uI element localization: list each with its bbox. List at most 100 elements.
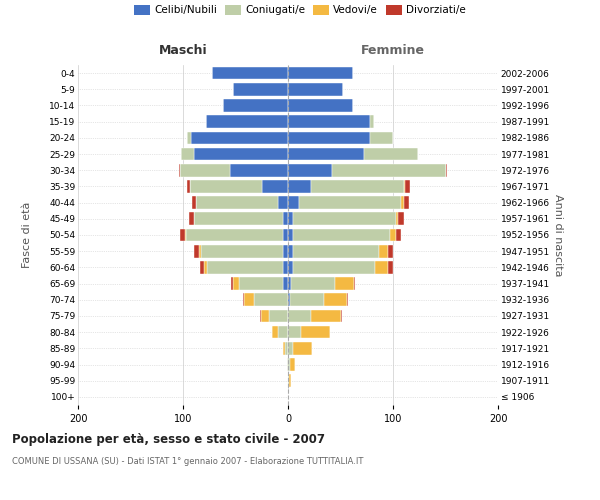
Bar [196, 196, 277, 209]
Bar [288, 294, 290, 306]
Bar [187, 180, 190, 192]
Bar [283, 342, 285, 354]
Bar [232, 278, 233, 290]
Bar [186, 228, 283, 241]
Bar [204, 261, 207, 274]
Bar [288, 116, 370, 128]
Bar [185, 228, 186, 241]
Bar [288, 212, 293, 225]
Text: Anni di nascita: Anni di nascita [553, 194, 563, 276]
Bar [388, 261, 393, 274]
Bar [293, 261, 375, 274]
Bar [332, 164, 446, 176]
Text: Maschi: Maschi [158, 44, 208, 58]
Bar [390, 228, 396, 241]
Bar [277, 326, 288, 338]
Bar [277, 196, 288, 209]
Bar [230, 164, 288, 176]
Text: Femmine: Femmine [361, 44, 425, 58]
Legend: Celibi/Nubili, Coniugati/e, Vedovi/e, Divorziati/e: Celibi/Nubili, Coniugati/e, Vedovi/e, Di… [134, 5, 466, 15]
Bar [243, 294, 244, 306]
Bar [354, 278, 355, 290]
Bar [288, 342, 293, 354]
Bar [347, 294, 348, 306]
Bar [293, 342, 312, 354]
Text: Popolazione per età, sesso e stato civile - 2007: Popolazione per età, sesso e stato civil… [12, 432, 325, 446]
Bar [288, 164, 332, 176]
Bar [187, 132, 191, 144]
Bar [288, 261, 293, 274]
Bar [288, 326, 301, 338]
Bar [401, 196, 404, 209]
Bar [254, 294, 288, 306]
Bar [288, 83, 343, 96]
Bar [283, 245, 288, 258]
Bar [180, 228, 185, 241]
Bar [283, 212, 288, 225]
Bar [233, 83, 288, 96]
Bar [233, 278, 239, 290]
Bar [288, 245, 293, 258]
Bar [261, 310, 269, 322]
Bar [288, 358, 290, 371]
Bar [201, 245, 283, 258]
Bar [288, 310, 311, 322]
Bar [301, 326, 330, 338]
Bar [207, 261, 283, 274]
Bar [262, 180, 288, 192]
Bar [375, 261, 388, 274]
Bar [311, 310, 341, 322]
Text: COMUNE DI USSANA (SU) - Dati ISTAT 1° gennaio 2007 - Elaborazione TUTTITALIA.IT: COMUNE DI USSANA (SU) - Dati ISTAT 1° ge… [12, 458, 364, 466]
Bar [379, 245, 388, 258]
Bar [283, 228, 288, 241]
Bar [293, 212, 396, 225]
Bar [288, 196, 299, 209]
Bar [288, 132, 370, 144]
Bar [287, 358, 288, 371]
Bar [335, 278, 354, 290]
Bar [272, 326, 277, 338]
Bar [288, 99, 353, 112]
Bar [293, 245, 379, 258]
Bar [364, 148, 418, 160]
Bar [288, 67, 353, 80]
Bar [289, 374, 291, 387]
Bar [193, 148, 288, 160]
Bar [199, 245, 201, 258]
Bar [191, 132, 288, 144]
Bar [193, 196, 196, 209]
Bar [293, 228, 390, 241]
Bar [290, 294, 324, 306]
Bar [223, 99, 288, 112]
Bar [311, 180, 404, 192]
Bar [239, 278, 283, 290]
Bar [288, 148, 364, 160]
Bar [206, 116, 288, 128]
Bar [285, 342, 288, 354]
Bar [269, 310, 288, 322]
Bar [404, 180, 410, 192]
Bar [288, 228, 293, 241]
Bar [324, 294, 347, 306]
Bar [181, 148, 193, 160]
Text: Fasce di età: Fasce di età [22, 202, 32, 268]
Bar [445, 164, 446, 176]
Bar [190, 180, 262, 192]
Bar [396, 212, 398, 225]
Bar [180, 164, 230, 176]
Bar [396, 228, 401, 241]
Bar [283, 261, 288, 274]
Bar [190, 212, 193, 225]
Bar [398, 212, 404, 225]
Bar [193, 245, 199, 258]
Bar [370, 116, 374, 128]
Bar [290, 358, 295, 371]
Bar [283, 278, 288, 290]
Bar [179, 164, 180, 176]
Bar [291, 278, 335, 290]
Bar [288, 278, 291, 290]
Bar [404, 196, 409, 209]
Bar [288, 180, 311, 192]
Bar [193, 212, 283, 225]
Bar [388, 245, 393, 258]
